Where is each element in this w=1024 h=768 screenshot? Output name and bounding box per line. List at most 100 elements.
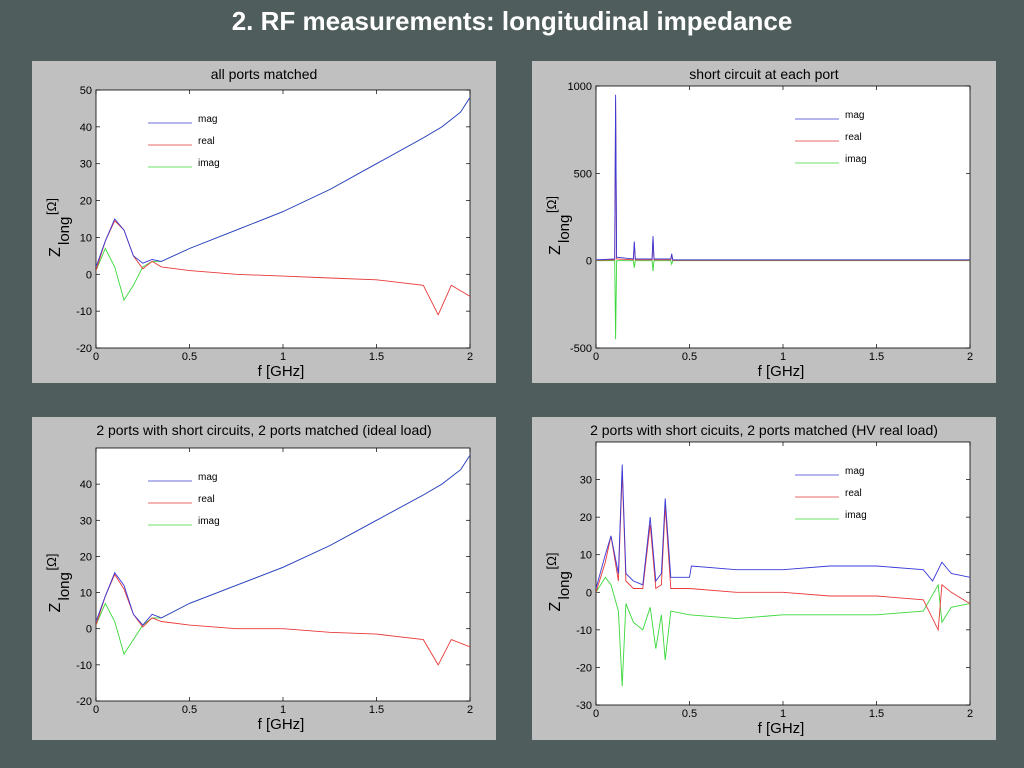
y-tick-label: -20 — [576, 662, 592, 674]
x-tick-label: 1 — [280, 704, 286, 716]
legend-imag-label: imag — [198, 516, 220, 527]
chart-panel-3: 2 ports with short circuits, 2 ports mat… — [32, 417, 496, 740]
y-tick-label: 20 — [580, 512, 592, 524]
y-tick-label: 40 — [80, 479, 92, 491]
x-tick-label: 1.5 — [369, 351, 384, 363]
y-axis-label-main: Z — [47, 603, 64, 613]
x-axis-label: f [GHz] — [258, 716, 305, 733]
x-tick-label: 1 — [780, 708, 786, 720]
y-axis-label-sub: long — [56, 572, 73, 600]
x-tick-label: 0.5 — [682, 708, 697, 720]
x-axis-label: f [GHz] — [758, 720, 805, 737]
series-mag-line — [96, 97, 470, 268]
y-tick-label: 10 — [580, 550, 592, 562]
x-tick-label: 0.5 — [182, 351, 197, 363]
chart-title-3: 2 ports with short circuits, 2 ports mat… — [96, 422, 432, 438]
legend-mag-label: mag — [845, 110, 864, 121]
legend-mag-label: mag — [198, 472, 217, 483]
y-axis-label-unit: [Ω] — [44, 198, 59, 215]
plot-area — [595, 85, 971, 349]
y-axis-label-main: Z — [547, 245, 564, 255]
y-tick-label: 30 — [580, 475, 592, 487]
y-axis-label-main: Z — [47, 247, 64, 257]
x-tick-label: 2 — [467, 351, 473, 363]
y-tick-label: 20 — [80, 196, 92, 208]
y-tick-label: -500 — [570, 343, 592, 355]
y-tick-label: 10 — [80, 232, 92, 244]
series-mag-line — [596, 94, 970, 261]
y-tick-label: 1000 — [568, 81, 592, 93]
y-axis-label-unit: [Ω] — [544, 196, 559, 213]
x-tick-label: 2 — [467, 704, 473, 716]
y-tick-label: 30 — [80, 515, 92, 527]
x-tick-label: 1.5 — [869, 708, 884, 720]
y-axis-label-main: Z — [547, 602, 564, 612]
y-tick-label: 0 — [586, 587, 592, 599]
y-tick-label: 0 — [86, 624, 92, 636]
chart-panel-1: all ports matched 0 0.5 1 1.5 2 -20 -10 0 10 20 30… — [32, 61, 496, 383]
legend-real-label: real — [198, 136, 215, 147]
legend-imag-label: imag — [845, 510, 867, 521]
plot-area — [95, 89, 471, 349]
x-tick-label: 0 — [593, 708, 599, 720]
x-tick-label: 1.5 — [869, 351, 884, 363]
y-tick-label: -10 — [576, 625, 592, 637]
legend-real-label: real — [845, 132, 862, 143]
chart-panel-4: 2 ports with short cicuits, 2 ports matc… — [532, 417, 996, 740]
x-tick-label: 1.5 — [369, 704, 384, 716]
legend-real-label: real — [198, 494, 215, 505]
series-real-line — [96, 573, 470, 666]
chart-title-2: short circuit at each port — [689, 66, 839, 82]
y-axis-label-sub: long — [556, 215, 573, 243]
legend-mag-label: mag — [845, 466, 864, 477]
y-tick-label: -30 — [576, 700, 592, 712]
x-tick-label: 0 — [593, 351, 599, 363]
y-tick-label: 0 — [86, 269, 92, 281]
x-axis-label: f [GHz] — [758, 363, 805, 380]
series-imag-line — [596, 576, 970, 687]
y-axis-label-sub: long — [556, 571, 573, 599]
x-tick-label: 0 — [93, 704, 99, 716]
legend-mag-label: mag — [198, 114, 217, 125]
slide-title: 2. RF measurements: longitudinal impedan… — [231, 6, 793, 36]
y-tick-label: -20 — [76, 696, 92, 708]
plot-area — [95, 447, 471, 702]
y-tick-label: 50 — [80, 85, 92, 97]
chart-svg-4: 0 0.5 1 1.5 2 -30 -20 -10 0 10 20 30 f [GHz] Zlong[Ω]… — [544, 441, 973, 737]
y-tick-label: 10 — [80, 588, 92, 600]
y-axis-label-unit: [Ω] — [44, 554, 59, 571]
y-tick-label: 30 — [80, 159, 92, 171]
legend-imag-label: imag — [198, 158, 220, 169]
series-mag-line — [596, 464, 970, 589]
x-tick-label: 0.5 — [182, 704, 197, 716]
legend-imag-label: imag — [845, 154, 867, 165]
plot-area — [595, 441, 971, 706]
legend-real-label: real — [845, 488, 862, 499]
chart-title-1: all ports matched — [210, 66, 318, 82]
x-axis-label: f [GHz] — [258, 363, 305, 380]
series-mag-line — [96, 454, 470, 626]
y-tick-label: -10 — [76, 660, 92, 672]
chart-panel-2: short circuit at each port 0 0.5 1 1.5 2 -500… — [532, 61, 996, 383]
x-tick-label: 2 — [967, 708, 973, 720]
x-tick-label: 0.5 — [682, 351, 697, 363]
y-tick-label: -20 — [76, 343, 92, 355]
x-tick-label: 1 — [780, 351, 786, 363]
y-tick-label: 500 — [574, 168, 592, 180]
x-tick-label: 2 — [967, 351, 973, 363]
x-tick-label: 0 — [93, 351, 99, 363]
y-tick-label: 20 — [80, 551, 92, 563]
x-tick-label: 1 — [280, 351, 286, 363]
y-axis-label-unit: [Ω] — [544, 553, 559, 570]
y-axis-label-sub: long — [56, 217, 73, 245]
y-tick-label: 40 — [80, 122, 92, 134]
y-tick-label: -10 — [76, 306, 92, 318]
y-tick-label: 0 — [586, 256, 592, 268]
